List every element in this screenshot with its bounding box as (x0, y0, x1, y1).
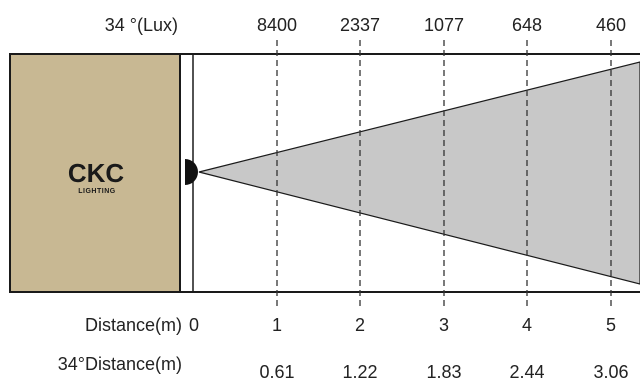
beam-distance-value-4: 2.44 (509, 362, 544, 382)
marker-5: 460 5 3.06 (593, 15, 628, 382)
brand-logo-text: CKC (68, 158, 125, 188)
lux-value-4: 648 (512, 15, 542, 35)
brand-logo-subtext: LIGHTING (78, 188, 115, 195)
distance-tick-4: 4 (522, 315, 532, 335)
lux-value-2: 2337 (340, 15, 380, 35)
distance-tick-3: 3 (439, 315, 449, 335)
lux-value-5: 460 (596, 15, 626, 35)
beam-distance-row-label: 34°Distance(m) (58, 354, 182, 374)
distance-tick-5: 5 (606, 315, 616, 335)
marker-2: 2337 2 1.22 (340, 15, 380, 382)
lux-value-1: 8400 (257, 15, 297, 35)
distance-markers: 8400 1 0.61 2337 2 1.22 1077 3 1.83 648 4 2.44 460 5 3… (257, 15, 629, 382)
beam-distance-value-2: 1.22 (342, 362, 377, 382)
beam-distance-value-3: 1.83 (426, 362, 461, 382)
light-source (185, 159, 198, 185)
distance-tick-1: 1 (272, 315, 282, 335)
distance-row-label: Distance(m) (85, 315, 182, 335)
marker-4: 648 4 2.44 (509, 15, 544, 382)
light-beam (198, 61, 640, 285)
lux-value-3: 1077 (424, 15, 464, 35)
brand-logo: CKC LIGHTING (68, 158, 125, 195)
fixture-housing (9, 53, 181, 293)
marker-1: 8400 1 0.61 (257, 15, 297, 382)
lux-row-label: 34 °(Lux) (105, 15, 178, 35)
beam-distance-value-1: 0.61 (259, 362, 294, 382)
marker-3: 1077 3 1.83 (424, 15, 464, 382)
distance-tick-2: 2 (355, 315, 365, 335)
origin-distance-label: 0 (189, 315, 199, 335)
beam-distance-value-5: 3.06 (593, 362, 628, 382)
